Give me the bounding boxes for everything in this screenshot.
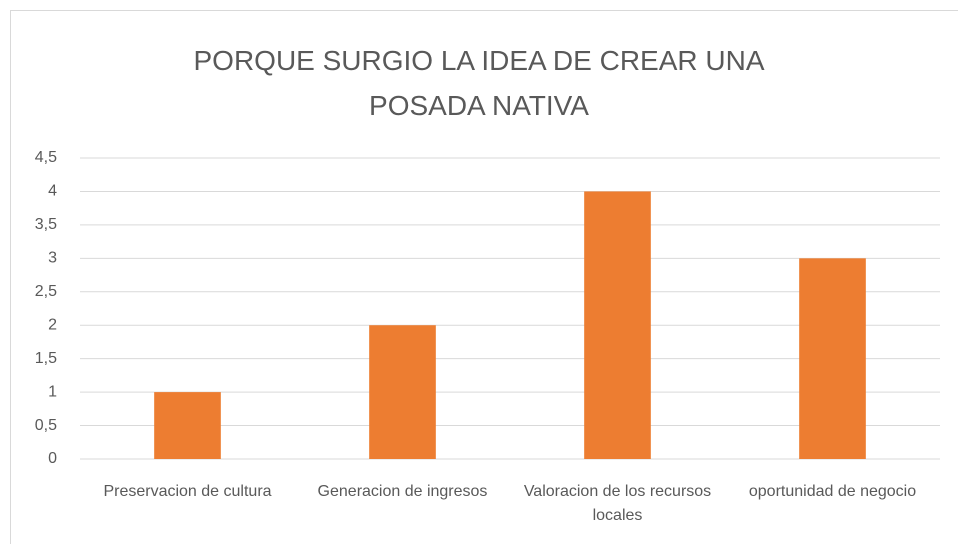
bar [799,258,866,459]
y-tick-label: 2,5 [35,283,57,300]
y-tick-label: 0 [48,450,57,467]
x-tick-label: oportunidad de negocio [748,483,917,500]
bar [584,191,651,459]
y-tick-label: 0,5 [35,417,57,434]
y-tick-label: 3,5 [35,216,57,233]
bar [154,392,221,459]
y-tick-label: 2 [48,316,57,333]
y-tick-label: 4,5 [35,149,57,166]
y-tick-label: 1,5 [35,350,57,367]
x-tick-label: Generacion de ingresos [317,483,488,500]
y-tick-label: 3 [48,250,57,267]
chart-title: PORQUE SURGIO LA IDEA DE CREAR UNA POSAD… [193,45,765,121]
x-tick-label: Preservacion de cultura [103,483,272,500]
x-tick-label: Valoracion de los recursos locales [523,483,712,524]
chart-border [10,10,958,544]
y-tick-label: 4 [48,183,57,200]
y-tick-label: 1 [48,383,57,400]
bar [369,325,436,459]
